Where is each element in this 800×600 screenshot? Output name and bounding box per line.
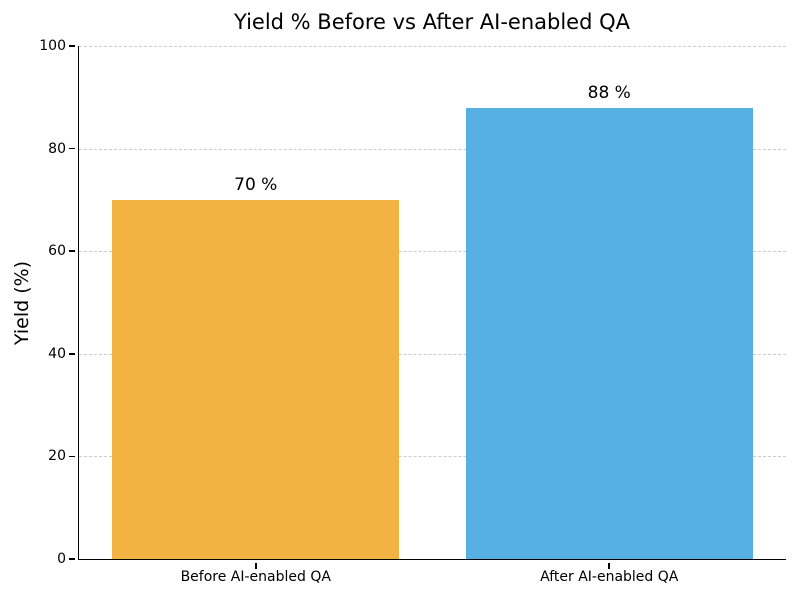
y-tick-mark (69, 147, 76, 150)
y-axis-label: Yield (%) (11, 260, 33, 346)
y-tick-label: 40 (48, 345, 66, 362)
bar-value-label: 88 % (587, 82, 631, 103)
bar (112, 199, 400, 559)
y-tick-label: 80 (48, 140, 66, 157)
x-tick-mark (254, 562, 257, 569)
y-tick-mark (69, 352, 76, 355)
y-gridline (79, 353, 786, 355)
y-tick-mark (69, 455, 76, 458)
chart-title: Yield % Before vs After AI-enabled QA (233, 10, 630, 34)
plot-area: 70 % 88 % 0 20 40 60 80 100 Before AI-enabled … (39, 38, 786, 585)
x-tick-label: Before AI-enabled QA (180, 569, 331, 585)
y-tick-label: 0 (57, 551, 66, 567)
y-tick-label: 100 (39, 38, 66, 54)
gridlines-layer (79, 46, 786, 559)
x-tick-mark (608, 562, 611, 569)
bars-layer: 70 % 88 % (79, 46, 786, 559)
y-tick-label: 20 (48, 448, 66, 465)
y-tick-label: 60 (48, 243, 66, 260)
y-tick-mark (69, 250, 76, 253)
y-gridline (79, 456, 786, 458)
y-ticks-layer: 0 20 40 60 80 100 (39, 38, 786, 567)
y-tick-mark (69, 45, 76, 47)
y-tick-mark (69, 558, 76, 560)
y-gridline (79, 46, 786, 47)
bar-value-label: 70 % (234, 174, 278, 195)
x-ticks-layer: Before AI-enabled QA After AI-enabled QA (79, 46, 786, 585)
y-gridline (79, 251, 786, 253)
y-gridline (79, 148, 786, 150)
bar (465, 107, 753, 559)
x-tick-label: After AI-enabled QA (540, 569, 679, 585)
